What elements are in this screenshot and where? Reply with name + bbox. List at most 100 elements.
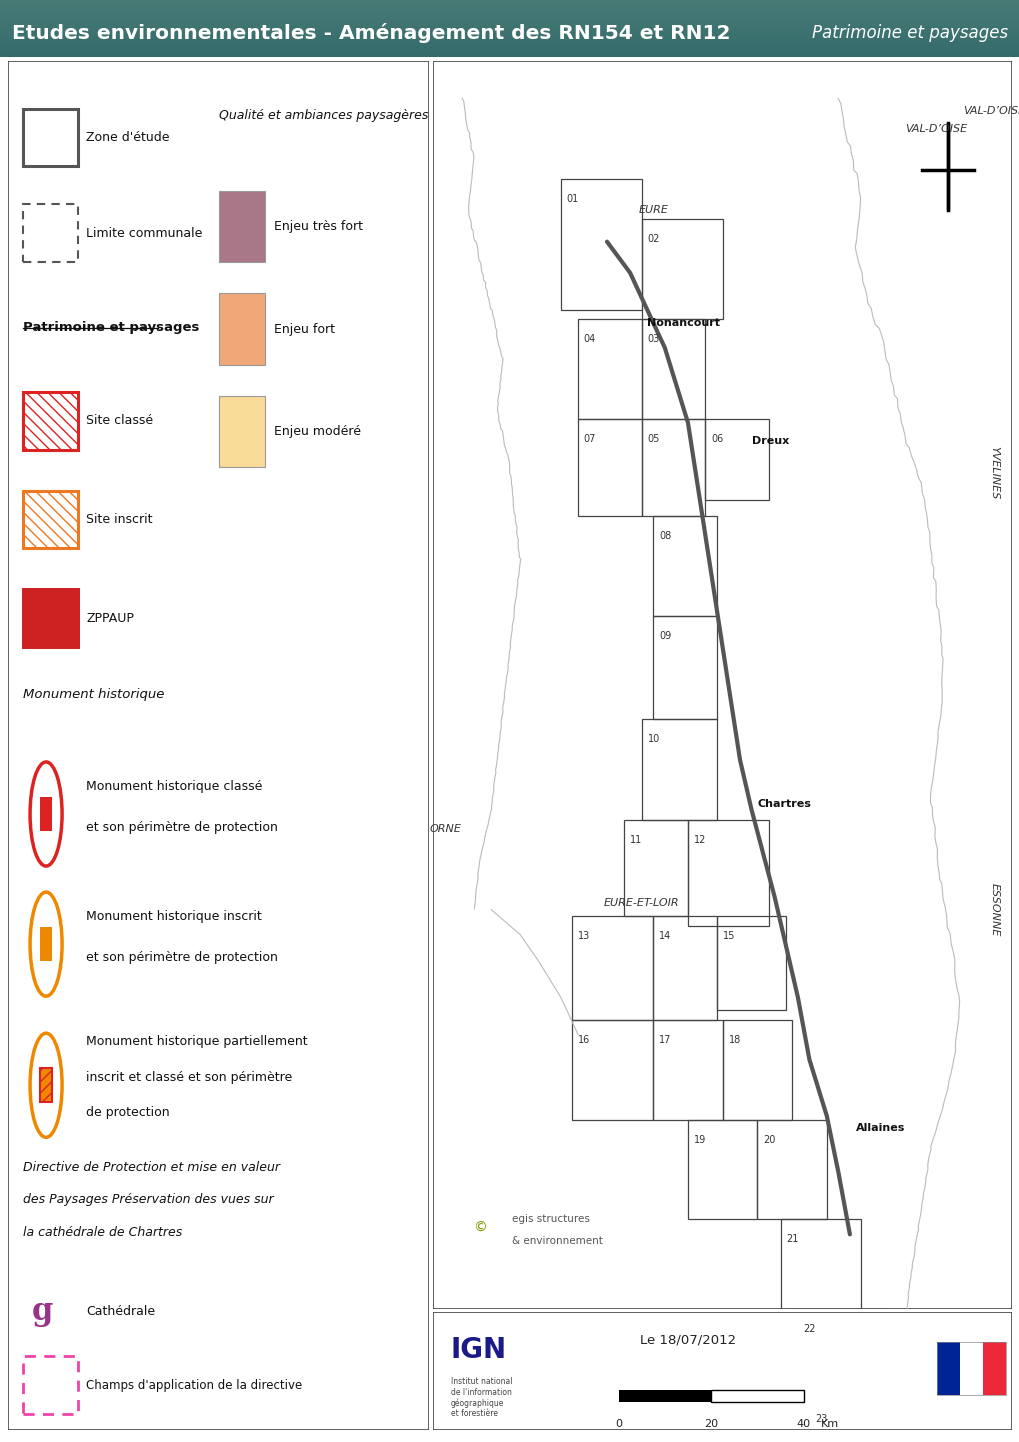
Bar bbox=[40, 1069, 52, 1102]
Bar bbox=[618, 1390, 710, 1402]
Text: Patrimoine et paysages: Patrimoine et paysages bbox=[22, 320, 199, 335]
Text: EURE: EURE bbox=[638, 205, 667, 215]
Text: 19: 19 bbox=[693, 1135, 705, 1145]
Text: 17: 17 bbox=[658, 1034, 671, 1044]
Text: 22: 22 bbox=[803, 1324, 815, 1334]
Text: Enjeu très fort: Enjeu très fort bbox=[273, 219, 362, 232]
Bar bbox=[0, 46, 1019, 48]
Circle shape bbox=[30, 1032, 62, 1138]
Bar bbox=[0, 10, 1019, 12]
Bar bbox=[0, 37, 1019, 40]
Bar bbox=[578, 319, 641, 420]
Bar bbox=[652, 1019, 722, 1119]
Text: 01: 01 bbox=[566, 195, 578, 205]
Text: 13: 13 bbox=[578, 932, 590, 942]
Bar bbox=[0, 12, 1019, 13]
Text: et son périmètre de protection: et son périmètre de protection bbox=[86, 820, 278, 835]
Bar bbox=[935, 1341, 1005, 1394]
Text: Monument historique inscrit: Monument historique inscrit bbox=[86, 910, 262, 923]
Text: 40: 40 bbox=[796, 1419, 810, 1429]
Bar bbox=[0, 55, 1019, 56]
Text: VAL-D’OISE: VAL-D’OISE bbox=[905, 124, 967, 134]
Bar bbox=[0, 7, 1019, 10]
Text: Etudes environnementales - Aménagement des RN154 et RN12: Etudes environnementales - Aménagement d… bbox=[12, 23, 730, 43]
Text: 16: 16 bbox=[578, 1034, 590, 1044]
Text: Dreux: Dreux bbox=[751, 437, 788, 447]
Text: Allaines: Allaines bbox=[855, 1123, 904, 1133]
Text: des Paysages Préservation des vues sur: des Paysages Préservation des vues sur bbox=[22, 1194, 273, 1207]
Bar bbox=[22, 108, 77, 166]
Bar bbox=[641, 219, 721, 319]
Bar bbox=[22, 1357, 77, 1415]
Text: Chartres: Chartres bbox=[757, 799, 810, 809]
Text: & environnement: & environnement bbox=[512, 1236, 602, 1246]
Text: Directive de Protection et mise en valeur: Directive de Protection et mise en valeu… bbox=[22, 1161, 279, 1174]
Bar bbox=[0, 53, 1019, 55]
Bar bbox=[0, 23, 1019, 25]
Text: g: g bbox=[32, 1296, 53, 1327]
Bar bbox=[0, 17, 1019, 19]
Text: egis structures: egis structures bbox=[512, 1214, 589, 1224]
Bar bbox=[0, 1, 1019, 4]
Bar bbox=[0, 13, 1019, 16]
Bar bbox=[0, 35, 1019, 36]
Bar bbox=[0, 25, 1019, 26]
Text: 11: 11 bbox=[630, 835, 642, 845]
Bar bbox=[219, 293, 265, 365]
Text: 02: 02 bbox=[647, 234, 659, 244]
Bar bbox=[716, 916, 786, 1009]
Bar bbox=[219, 190, 265, 262]
Bar bbox=[959, 1341, 982, 1394]
Bar bbox=[560, 179, 641, 310]
Text: 18: 18 bbox=[728, 1034, 740, 1044]
Circle shape bbox=[30, 893, 62, 996]
Text: 23: 23 bbox=[814, 1415, 826, 1425]
Text: Enjeu modéré: Enjeu modéré bbox=[273, 425, 360, 438]
Bar bbox=[641, 319, 704, 420]
Bar bbox=[687, 1119, 757, 1220]
Bar bbox=[624, 820, 687, 916]
Text: 06: 06 bbox=[710, 434, 722, 444]
Bar bbox=[22, 490, 77, 548]
Bar bbox=[0, 6, 1019, 7]
Text: YVELINES: YVELINES bbox=[988, 446, 999, 499]
Text: Monument historique classé: Monument historique classé bbox=[86, 780, 262, 793]
Bar bbox=[22, 392, 77, 450]
Text: et son périmètre de protection: et son périmètre de protection bbox=[86, 952, 278, 965]
Bar bbox=[0, 32, 1019, 35]
Bar bbox=[710, 1390, 803, 1402]
Bar bbox=[757, 1119, 826, 1220]
Bar bbox=[652, 916, 716, 1019]
Text: 08: 08 bbox=[658, 531, 671, 541]
Text: Limite communale: Limite communale bbox=[86, 226, 202, 239]
Bar bbox=[0, 29, 1019, 30]
Bar bbox=[0, 49, 1019, 52]
Bar bbox=[982, 1341, 1005, 1394]
Bar bbox=[22, 590, 77, 647]
Bar bbox=[0, 0, 1019, 1]
Bar bbox=[22, 205, 77, 262]
Text: Zone d'étude: Zone d'étude bbox=[86, 131, 169, 144]
Bar bbox=[219, 397, 265, 467]
Bar bbox=[809, 1399, 896, 1442]
Bar bbox=[0, 20, 1019, 23]
Text: 20: 20 bbox=[703, 1419, 717, 1429]
Text: 20: 20 bbox=[762, 1135, 774, 1145]
Text: 09: 09 bbox=[658, 632, 671, 642]
Bar bbox=[0, 42, 1019, 43]
Bar bbox=[578, 420, 641, 516]
Bar bbox=[40, 797, 52, 831]
Bar bbox=[0, 52, 1019, 53]
Bar bbox=[0, 48, 1019, 49]
Text: 04: 04 bbox=[583, 335, 595, 345]
Bar bbox=[0, 26, 1019, 29]
Text: ©: © bbox=[473, 1221, 486, 1236]
Bar bbox=[572, 1019, 652, 1119]
Bar bbox=[935, 1341, 959, 1394]
Bar bbox=[0, 4, 1019, 6]
Bar bbox=[721, 1019, 792, 1119]
Text: ZPPAUP: ZPPAUP bbox=[86, 611, 133, 624]
Bar bbox=[572, 916, 652, 1019]
Text: 03: 03 bbox=[647, 335, 659, 345]
Text: Monument historique: Monument historique bbox=[22, 688, 164, 701]
